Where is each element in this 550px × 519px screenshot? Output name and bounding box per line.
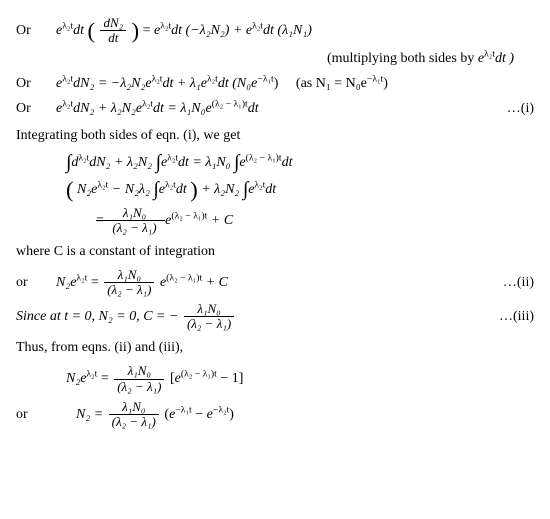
paragraph: where C is a constant of integration bbox=[16, 241, 534, 262]
equation-tag: …(i) bbox=[484, 98, 534, 119]
equation-row: Or eλ₂tdN₂ + λ₂N₂eλ₂tdt = λ₁N₀e(λ₂ − λ₁)… bbox=[16, 98, 534, 119]
or-label: Or bbox=[16, 98, 56, 119]
or-label: Or bbox=[16, 20, 56, 41]
paragraph: Thus, from eqns. (ii) and (iii), bbox=[16, 337, 534, 358]
equation: N₂eλ₂t = λ₁N₀ (λ₂ − λ₁) [e(λ₂ − λ₁)t − 1… bbox=[16, 364, 534, 394]
equation: eλ₂tdt ( dN₂ dt ) = eλ₂tdt (−λ₂N₂) + eλ₂… bbox=[56, 16, 534, 46]
paragraph: Integrating both sides of eqn. (i), we g… bbox=[16, 125, 534, 146]
fraction: λ₁N₀ (λ₂ − λ₁) bbox=[114, 364, 164, 394]
equation-row: Since at t = 0, N₂ = 0, C = − λ₁N₀ (λ₂ −… bbox=[16, 302, 534, 332]
equation: ∫dλ₂tdN₂ + λ₂N₂ ∫eλ₂tdt = λ₁N₀ ∫e(λ₂ − λ… bbox=[16, 152, 534, 173]
equation-tag: …(ii) bbox=[484, 272, 534, 293]
equation-row: or N₂eλ₂t = λ₁N₀ (λ₂ − λ₁) e(λ₂ − λ₁)t +… bbox=[16, 268, 534, 298]
equation: eλ₂tdN₂ = −λ₂N₂eλ₂tdt + λ₁eλ₂tdt (N₀e−λ₁… bbox=[56, 73, 534, 94]
equation-row: or N₂ = λ₁N₀ (λ₂ − λ₁) (e−λ₁t − e−λ₂t) bbox=[16, 400, 534, 430]
equation: N₂ = λ₁N₀ (λ₂ − λ₁) (e−λ₁t − e−λ₂t) bbox=[56, 400, 534, 430]
or-label: Or bbox=[16, 73, 56, 94]
equation: = λ₁N₀ (λ₂ − λ₁) e(λ₂ − λ₁)t + C bbox=[16, 206, 534, 236]
fraction: λ₁N₀ (λ₂ − λ₁) bbox=[184, 302, 234, 332]
fraction: λ₁N₀ (λ₂ − λ₁) bbox=[109, 400, 159, 430]
equation: Since at t = 0, N₂ = 0, C = − λ₁N₀ (λ₂ −… bbox=[16, 302, 484, 332]
equation: N₂eλ₂t = λ₁N₀ (λ₂ − λ₁) e(λ₂ − λ₁)t + C bbox=[56, 268, 484, 298]
fraction: λ₁N₀ (λ₂ − λ₁) bbox=[104, 268, 154, 298]
fraction: λ₁N₀ (λ₂ − λ₁) bbox=[109, 206, 159, 236]
equation-row: Or eλ₂tdN₂ = −λ₂N₂eλ₂tdt + λ₁eλ₂tdt (N₀e… bbox=[16, 73, 534, 94]
equation: ( N₂eλ₂t − N₂λ₂ ∫eλ₂tdt ) + λ₂N₂ ∫eλ₂tdt bbox=[16, 179, 534, 200]
equation-row: Or eλ₂tdt ( dN₂ dt ) = eλ₂tdt (−λ₂N₂) + … bbox=[16, 16, 534, 46]
equation: eλ₂tdN₂ + λ₂N₂eλ₂tdt = λ₁N₀e(λ₂ − λ₁)tdt bbox=[56, 98, 484, 119]
equation-tag: …(iii) bbox=[484, 306, 534, 327]
fraction: dN₂ dt bbox=[100, 16, 126, 46]
or-label: or bbox=[16, 404, 56, 425]
or-label: or bbox=[16, 272, 56, 293]
side-note: (multiplying both sides by eλ₂tdt ) bbox=[16, 48, 534, 69]
